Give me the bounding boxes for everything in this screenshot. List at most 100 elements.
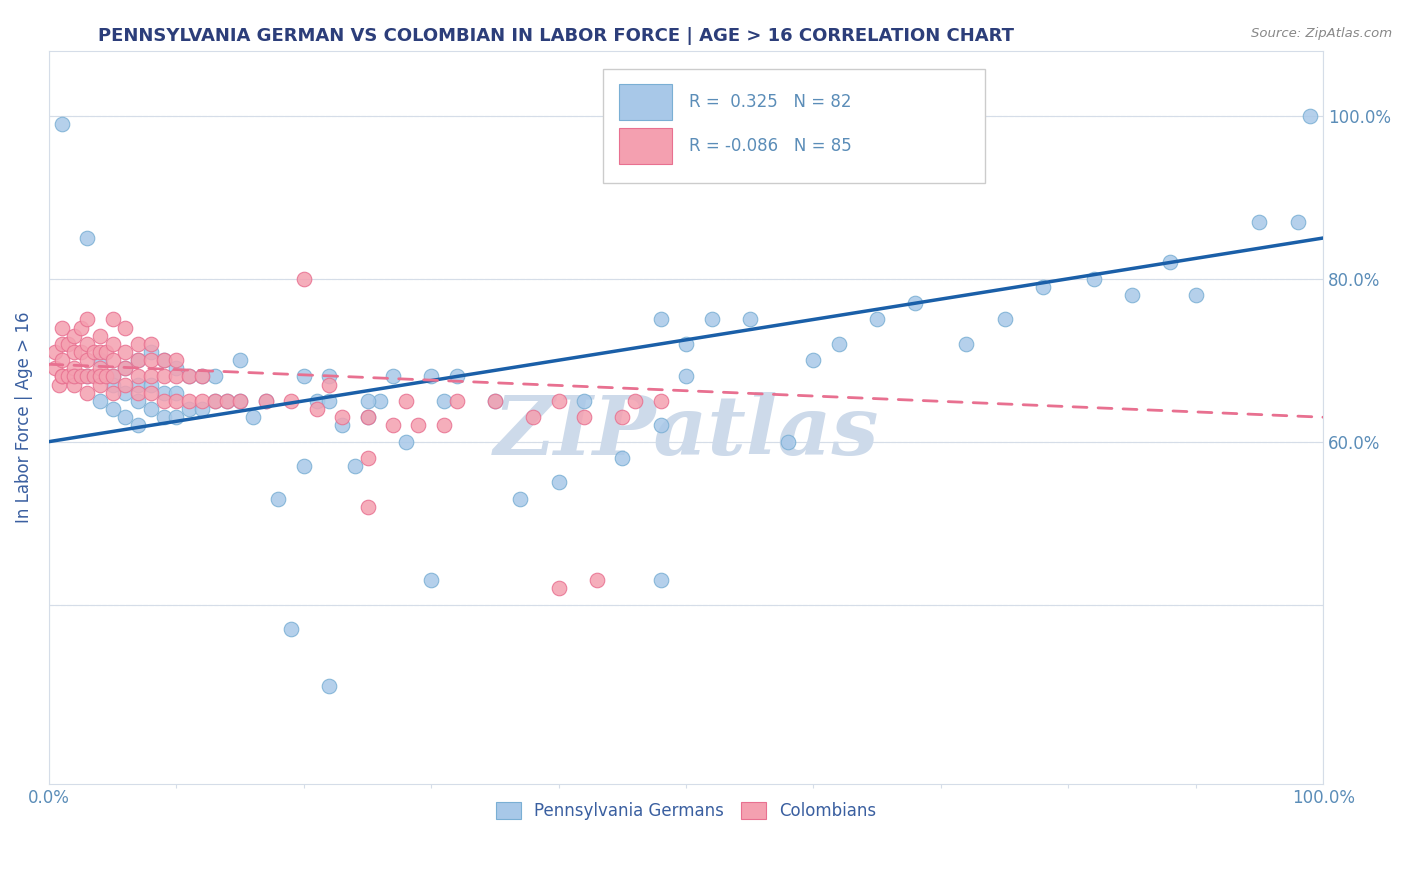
Text: PENNSYLVANIA GERMAN VS COLOMBIAN IN LABOR FORCE | AGE > 16 CORRELATION CHART: PENNSYLVANIA GERMAN VS COLOMBIAN IN LABO… (98, 27, 1014, 45)
Point (179, 369, 201, 384)
Point (254, 393, 277, 408)
Point (408, 418, 430, 433)
Point (318, 377, 340, 392)
Text: ZIPatlas: ZIPatlas (494, 392, 879, 472)
Point (101, 402, 124, 417)
Point (165, 385, 187, 400)
Point (101, 385, 124, 400)
Point (69, 369, 91, 384)
Point (828, 337, 851, 351)
Point (89, 353, 111, 368)
Point (89, 393, 111, 408)
Point (318, 369, 340, 384)
Point (433, 418, 456, 433)
Point (114, 320, 136, 334)
Point (96, 369, 118, 384)
Point (127, 353, 149, 368)
Point (547, 475, 569, 490)
Point (63, 369, 86, 384)
Point (1032, 280, 1054, 294)
Point (204, 369, 226, 384)
Point (1184, 288, 1206, 302)
Point (368, 393, 391, 408)
Point (675, 369, 697, 384)
Point (675, 337, 697, 351)
Point (650, 312, 672, 326)
Point (522, 410, 544, 425)
Point (127, 418, 149, 433)
Point (382, 418, 405, 433)
Point (114, 410, 136, 425)
Point (738, 312, 761, 326)
Point (101, 312, 124, 326)
Point (547, 393, 569, 408)
Point (229, 393, 252, 408)
Point (152, 393, 174, 408)
Point (650, 418, 672, 433)
Point (152, 353, 174, 368)
FancyBboxPatch shape (603, 69, 986, 183)
Point (356, 393, 378, 408)
Point (204, 393, 226, 408)
Point (1249, 215, 1271, 229)
Point (229, 393, 252, 408)
Point (650, 573, 672, 587)
FancyBboxPatch shape (619, 84, 672, 120)
Point (127, 353, 149, 368)
Point (803, 353, 825, 368)
Point (114, 385, 136, 400)
Point (101, 369, 124, 384)
Text: R =  0.325   N = 82: R = 0.325 N = 82 (689, 93, 851, 111)
Point (484, 393, 506, 408)
Point (51, 369, 73, 384)
Point (292, 459, 315, 474)
Point (446, 369, 468, 384)
Point (165, 410, 187, 425)
Point (179, 369, 201, 384)
Point (139, 353, 162, 368)
Point (63, 328, 86, 343)
Point (446, 393, 468, 408)
Point (56, 369, 79, 384)
Point (139, 377, 162, 392)
Point (292, 369, 315, 384)
Point (63, 345, 86, 359)
Point (191, 369, 214, 384)
Point (994, 312, 1017, 326)
Point (96, 345, 118, 359)
Point (63, 369, 86, 384)
Point (229, 353, 252, 368)
Point (330, 410, 353, 425)
Point (165, 353, 187, 368)
Point (292, 271, 315, 285)
Point (101, 377, 124, 392)
Point (69, 320, 91, 334)
Point (395, 393, 418, 408)
Point (547, 581, 569, 595)
Point (127, 337, 149, 351)
Point (76, 353, 98, 368)
Point (165, 369, 187, 384)
Point (63, 377, 86, 392)
Point (76, 369, 98, 384)
Point (280, 622, 302, 636)
Point (267, 491, 290, 506)
Point (139, 385, 162, 400)
FancyBboxPatch shape (619, 128, 672, 164)
Point (76, 312, 98, 326)
Point (395, 434, 418, 449)
Point (776, 434, 799, 449)
Point (69, 345, 91, 359)
Point (44, 361, 66, 376)
Point (1299, 109, 1322, 123)
Point (1121, 288, 1143, 302)
Point (165, 361, 187, 376)
Point (305, 402, 328, 417)
Point (101, 353, 124, 368)
Point (356, 410, 378, 425)
Point (101, 337, 124, 351)
Point (1286, 215, 1309, 229)
Point (356, 450, 378, 465)
Point (217, 393, 239, 408)
Point (139, 369, 162, 384)
